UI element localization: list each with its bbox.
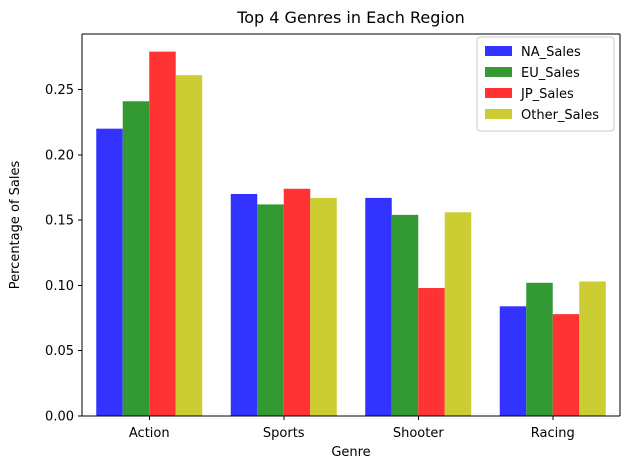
- series-eu-sales: [122, 101, 553, 416]
- bar-jp-sales-shooter: [418, 288, 445, 416]
- bar-eu-sales-sports: [257, 204, 284, 416]
- series-na-sales: [96, 128, 527, 416]
- x-tick-label-action: Action: [129, 426, 170, 441]
- y-tick-label: 0.25: [45, 83, 74, 98]
- bar-na-sales-racing: [499, 306, 527, 416]
- bar-jp-sales-racing: [552, 314, 580, 416]
- series-jp-sales: [149, 51, 580, 416]
- bar-na-sales-sports: [230, 193, 258, 416]
- bars-layer: [96, 51, 606, 416]
- bar-other-sales-racing: [579, 281, 606, 416]
- y-axis-title: Percentage of Sales: [8, 161, 23, 290]
- bar-eu-sales-shooter: [391, 214, 419, 416]
- x-tick-label-sports: Sports: [263, 426, 305, 441]
- bar-na-sales-action: [96, 128, 123, 416]
- legend-frame: [476, 36, 615, 132]
- bar-eu-sales-action: [122, 101, 150, 416]
- legend-swatch-jp-sales: [485, 88, 512, 98]
- y-tick-label: 0.15: [45, 214, 74, 229]
- series-other-sales: [175, 75, 606, 416]
- x-tick-label-shooter: Shooter: [393, 426, 444, 441]
- bar-jp-sales-sports: [283, 188, 311, 416]
- x-axis-title: Genre: [331, 445, 370, 460]
- x-tick-label-racing: Racing: [531, 426, 575, 441]
- bar-other-sales-shooter: [444, 212, 472, 416]
- legend-swatch-other-sales: [485, 109, 512, 119]
- y-tick-label: 0.05: [45, 344, 74, 359]
- bar-other-sales-sports: [310, 197, 337, 416]
- y-tick-label: 0.10: [45, 279, 74, 294]
- bar-other-sales-action: [175, 75, 203, 416]
- bar-na-sales-shooter: [365, 197, 392, 416]
- legend-swatch-na-sales: [485, 46, 512, 56]
- chart-title: Top 4 Genres in Each Region: [236, 8, 465, 27]
- bar-jp-sales-action: [149, 51, 176, 416]
- legend: NA_Sales EU_Sales JP_Sales Other_Sales: [476, 36, 615, 132]
- legend-label-jp-sales: JP_Sales: [520, 87, 574, 102]
- bar-eu-sales-racing: [526, 282, 553, 416]
- axes-layer: 0.00 0.05 0.10 0.15 0.20 0.25 Action Sports Shoo…: [45, 33, 621, 441]
- y-tick-label: 0.00: [45, 410, 74, 425]
- legend-label-na-sales: NA_Sales: [521, 45, 581, 60]
- legend-label-eu-sales: EU_Sales: [521, 66, 580, 81]
- legend-swatch-eu-sales: [485, 67, 512, 77]
- legend-label-other-sales: Other_Sales: [521, 108, 599, 123]
- y-tick-label: 0.20: [45, 148, 74, 163]
